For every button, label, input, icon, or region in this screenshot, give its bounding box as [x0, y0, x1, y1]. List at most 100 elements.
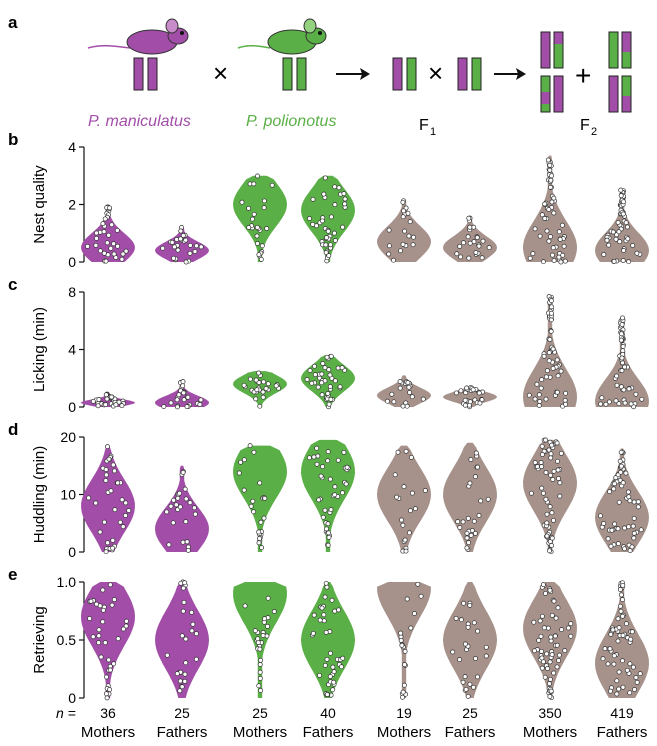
data-point [183, 519, 189, 525]
data-point [256, 529, 262, 535]
data-point [617, 239, 623, 245]
data-point [335, 365, 341, 371]
data-point [319, 371, 325, 377]
data-point [112, 468, 117, 474]
data-point [617, 603, 623, 609]
n-value: 350 [538, 705, 562, 721]
data-point [182, 580, 188, 586]
y-tick-label: 0 [68, 690, 76, 706]
group-label: Mothers [81, 724, 135, 741]
data-point [309, 380, 315, 386]
data-point [252, 628, 258, 634]
data-point [384, 398, 390, 404]
data-point [562, 258, 568, 264]
data-point [623, 470, 629, 476]
data-point [320, 361, 326, 366]
data-point [540, 582, 546, 588]
data-point [312, 363, 317, 369]
data-point [547, 694, 553, 699]
data-point [103, 691, 109, 697]
data-point [260, 389, 266, 395]
data-point [461, 600, 467, 606]
violin-3 [301, 175, 355, 262]
data-point [548, 328, 554, 334]
data-point [471, 684, 476, 690]
data-point [400, 241, 406, 247]
data-point [619, 331, 624, 337]
data-point [618, 449, 624, 455]
data-point [415, 581, 421, 587]
data-point [318, 473, 324, 479]
data-point [631, 530, 637, 536]
data-point [464, 535, 470, 541]
data-point [107, 582, 113, 588]
data-point [344, 464, 350, 470]
group-label: Mothers [523, 724, 577, 741]
data-point [107, 667, 113, 673]
data-point [168, 400, 174, 406]
panel-b: b Nest quality 0 2 4 [8, 130, 649, 270]
data-point [461, 240, 466, 246]
data-point [183, 636, 189, 642]
data-point [539, 485, 545, 491]
data-point [312, 372, 318, 378]
data-point [397, 379, 403, 384]
data-point [475, 464, 480, 470]
data-point [323, 580, 329, 586]
n-value: 36 [100, 705, 116, 721]
data-point [603, 401, 609, 407]
data-point [184, 404, 190, 410]
data-point [97, 529, 103, 535]
data-point [326, 530, 332, 536]
data-point [177, 490, 182, 496]
data-point [411, 234, 416, 240]
f1-label: F 1 [419, 117, 436, 138]
data-point [558, 450, 564, 456]
data-point [540, 259, 546, 265]
data-point [554, 389, 560, 395]
data-point [257, 536, 262, 541]
data-point [261, 198, 267, 204]
data-point [480, 238, 486, 244]
data-point [631, 499, 637, 505]
data-point [319, 392, 325, 398]
group-label: Fathers [303, 724, 354, 741]
panel-e: e Retrieving 0 0.5 1.0 [8, 565, 649, 706]
data-point [94, 235, 99, 241]
data-point [621, 248, 627, 253]
data-point [548, 298, 554, 304]
data-point [467, 224, 473, 230]
n-prefix: n = [56, 705, 76, 721]
data-point [550, 477, 556, 482]
data-point [599, 395, 605, 401]
data-point [90, 634, 96, 640]
data-point [477, 400, 483, 406]
data-point [633, 391, 639, 397]
data-point [552, 633, 558, 639]
data-point [191, 505, 197, 511]
data-point [183, 237, 189, 243]
violin-3 [301, 439, 355, 552]
data-point [615, 616, 621, 622]
data-point [616, 625, 622, 631]
data-point [462, 674, 468, 680]
data-point [476, 243, 482, 249]
data-point [608, 688, 613, 694]
data-point [463, 686, 469, 692]
data-point [339, 664, 344, 670]
data-point [119, 403, 125, 409]
data-point [102, 640, 108, 646]
data-point [560, 252, 566, 258]
data-point [251, 509, 257, 515]
data-point [543, 437, 549, 443]
data-point [311, 454, 317, 460]
data-point [325, 458, 331, 464]
data-point [106, 456, 112, 462]
data-point [193, 631, 199, 637]
data-point [326, 534, 332, 540]
data-point [631, 535, 637, 541]
data-point [332, 184, 338, 190]
data-point [407, 390, 413, 395]
data-point [458, 617, 464, 623]
data-point [620, 597, 625, 603]
